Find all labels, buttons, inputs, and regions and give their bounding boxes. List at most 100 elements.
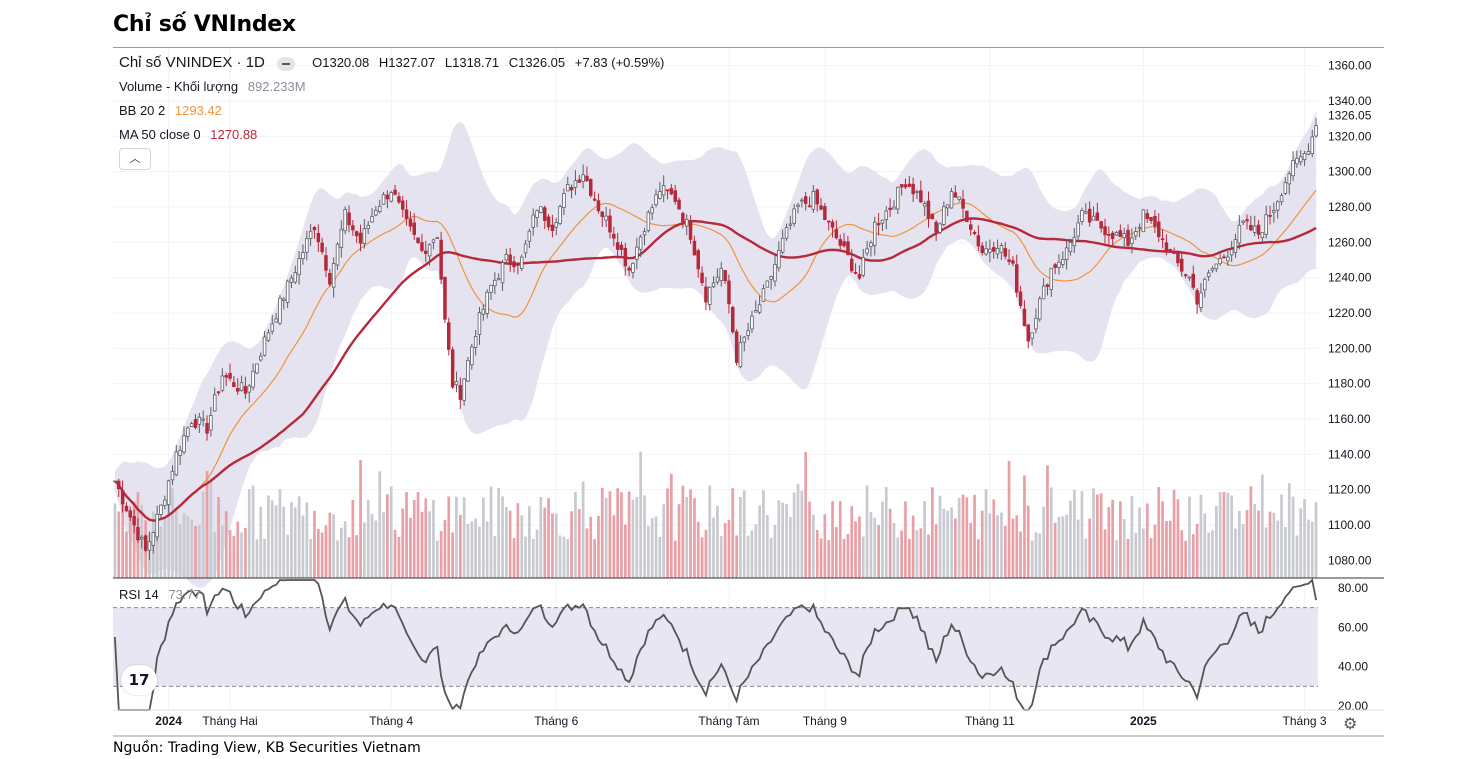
legend-ma-row[interactable]: MA 50 close 0 1270.88 [119,127,257,142]
volume-bar [121,495,124,578]
volume-bar [1034,532,1038,578]
volume-bar [992,499,996,578]
volume-bar [274,505,278,578]
tradingview-logo-icon[interactable]: 17 [121,665,157,695]
volume-bar [347,537,351,578]
candle-body [896,186,900,210]
candle-body [523,243,528,254]
candle-body [604,215,608,221]
candle-body [1030,332,1034,339]
volume-bar [612,515,616,578]
candle-body [512,261,516,268]
candle-body [1195,290,1199,305]
price-tick-label: 1200.00 [1328,341,1372,355]
candle-body [734,331,739,363]
candle-body [742,336,747,343]
volume-bar [677,504,681,578]
volume-bar [689,489,692,578]
candle-body [370,216,374,223]
candle-body [796,204,800,207]
candle-body [1172,251,1176,254]
volume-bar [1042,506,1045,578]
candle-body [615,242,620,250]
volume-bar [386,494,389,578]
symbol-label[interactable]: Chỉ số VNINDEX · 1D [119,54,265,71]
candle-body [170,470,175,481]
candle-body [788,223,793,226]
legend-rsi-row[interactable]: RSI 14 73.77 [119,587,201,602]
candle-body [404,209,409,220]
volume-bar [892,523,896,578]
candle-body [750,315,754,330]
candle-body [661,185,666,196]
candle-body [727,280,731,305]
candle-body [1114,232,1119,236]
volume-bar [305,502,309,578]
candle-body [147,541,152,551]
candle-body [899,184,904,188]
candle-body [527,230,532,242]
volume-bar [900,530,903,578]
candle-body [719,267,724,281]
candle-body [516,263,520,266]
volume-bar [980,510,984,578]
candle-body [673,190,678,202]
gear-icon[interactable]: ⚙ [1343,716,1358,733]
volume-bar [1145,503,1149,578]
volume-bar [712,517,715,578]
volume-bar [232,535,236,578]
volume-bar [1287,483,1291,578]
candle-body [1145,213,1150,219]
candle-body [654,194,658,206]
candle-body [1203,278,1207,291]
volume-bar [1307,519,1310,578]
volume-bar [850,506,854,578]
volume-label: Volume - Khối lượng [119,79,239,94]
volume-bar [1303,499,1306,578]
candle-body [439,239,443,280]
volume-bar [1284,527,1287,578]
candle-body [312,226,317,231]
collapse-legend-button[interactable]: ︿ [119,148,151,170]
candle-body [508,254,512,264]
candle-body [182,435,186,453]
volume-bar [915,530,919,578]
candle-body [128,510,132,518]
candle-body [504,253,509,261]
volume-bar [1115,540,1118,578]
volume-bar [792,492,796,578]
volume-bar [574,491,577,578]
candle-body [351,225,355,231]
volume-bar [163,518,167,578]
candle-body [969,224,973,230]
volume-bar [217,497,220,578]
price-tick-label: 1180.00 [1328,377,1371,391]
candle-body [1057,261,1061,268]
legend-bb-row[interactable]: BB 20 2 1293.42 [119,103,222,118]
candle-body [934,221,938,233]
candle-body [174,451,179,476]
volume-bar [1238,510,1241,578]
volume-bar [186,516,190,578]
volume-bar [908,538,911,578]
candle-body [113,480,117,483]
eye-icon[interactable] [276,56,295,71]
volume-bar [988,513,992,578]
candle-body [393,189,397,195]
candle-body [638,236,643,250]
volume-bar [1291,496,1295,578]
volume-bar [666,488,669,578]
candle-body [892,206,896,210]
volume-bar [320,532,324,578]
candle-body [381,194,386,205]
candle-body [435,237,439,239]
legend-volume-row[interactable]: Volume - Khối lượng 892.233M [119,79,306,94]
volume-bar [236,521,240,578]
volume-bar [1176,499,1180,578]
volume-bar [681,485,685,578]
candle-body [738,342,743,368]
candle-body [592,198,597,201]
volume-bar [175,507,178,578]
change-value: +7.83 (+0.59%) [574,55,665,70]
